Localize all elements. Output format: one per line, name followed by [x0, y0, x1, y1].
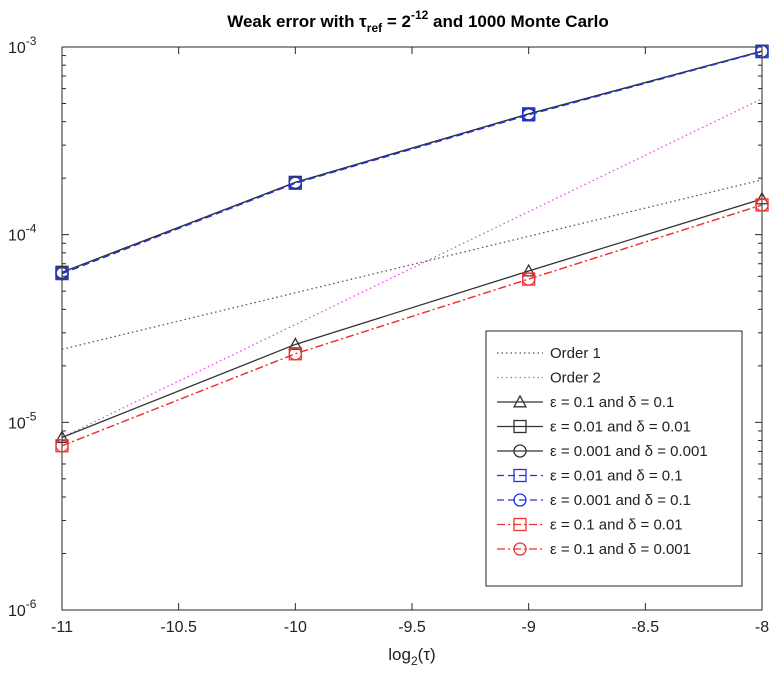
legend-marker [513, 517, 527, 532]
data-point [521, 263, 536, 277]
y-tick-label: 10-4 [8, 222, 37, 245]
data-point [288, 337, 303, 350]
y-tick-label: 10-5 [8, 409, 37, 432]
series-line [61, 204, 763, 447]
chart-title: Weak error with τref = 2-12 and 1000 Mon… [227, 8, 609, 35]
data-point [755, 198, 769, 212]
y-axis-ticks: 10-6 10-5 10-4 10-3 [8, 34, 762, 620]
legend-entry: ε = 0.01 and δ = 0.1 [497, 468, 683, 485]
data-point [54, 430, 70, 443]
series-line [61, 50, 763, 275]
x-tick-label: -9.5 [398, 619, 426, 636]
data-point [288, 176, 302, 190]
legend-label: ε = 0.01 and δ = 0.01 [550, 419, 691, 436]
x-tick-label: -8.5 [632, 619, 660, 636]
legend-marker [512, 394, 528, 408]
legend-marker [513, 419, 527, 434]
x-tick-label: -8 [755, 619, 769, 636]
x-tick-label: -9 [522, 619, 536, 636]
data-point [55, 266, 69, 281]
series-7 [55, 44, 769, 281]
legend-entry: ε = 0.1 and δ = 0.1 [497, 394, 674, 411]
legend-label: Order 1 [550, 345, 601, 362]
series-line [61, 50, 763, 273]
legend-label: ε = 0.1 and δ = 0.01 [550, 517, 683, 534]
series-line [61, 98, 763, 439]
x-axis-ticks: -11 -10.5 -10 -9.5 -9 -8.5 -8 [51, 47, 769, 636]
legend-label: ε = 0.1 and δ = 0.1 [550, 394, 674, 411]
legend-marker [513, 493, 527, 507]
legend-entry: ε = 0.001 and δ = 0.001 [497, 443, 708, 460]
data-point [288, 347, 302, 361]
legend-label: ε = 0.001 and δ = 0.001 [550, 443, 708, 460]
y-tick-label: 10-3 [8, 34, 37, 57]
data-point [522, 272, 536, 286]
x-axis-label: log2(τ) [388, 645, 435, 668]
legend-marker [513, 444, 527, 458]
series-line [61, 198, 763, 439]
data-point [55, 439, 69, 453]
legend-label: ε = 0.1 and δ = 0.001 [550, 541, 691, 558]
legend-marker [513, 542, 527, 556]
x-tick-label: -10 [284, 619, 307, 636]
x-tick-label: -10.5 [160, 619, 197, 636]
series-2 [61, 98, 763, 439]
legend-label: ε = 0.01 and δ = 0.1 [550, 468, 683, 485]
legend-entry: Order 2 [497, 370, 601, 387]
legend-label: Order 2 [550, 370, 601, 387]
series-group [54, 44, 770, 453]
data-point [522, 108, 536, 122]
data-point [755, 44, 769, 59]
y-tick-label: 10-6 [8, 597, 37, 620]
legend-box [485, 330, 743, 587]
series-9 [55, 198, 769, 453]
series-line [61, 179, 763, 350]
legend-entry: ε = 0.001 and δ = 0.1 [497, 492, 691, 509]
legend-entry: Order 1 [497, 345, 601, 362]
legend-label: ε = 0.001 and δ = 0.1 [550, 492, 691, 509]
legend: Order 1 Order 2 ε = 0.1 and δ = 0.1 ε = 0.0… [485, 330, 743, 587]
series-1 [61, 179, 763, 350]
x-tick-label: -11 [51, 619, 73, 636]
legend-marker [513, 468, 527, 483]
legend-entry: ε = 0.1 and δ = 0.01 [497, 517, 683, 534]
legend-entry: ε = 0.1 and δ = 0.001 [497, 541, 691, 558]
legend-entry: ε = 0.01 and δ = 0.01 [497, 419, 691, 436]
